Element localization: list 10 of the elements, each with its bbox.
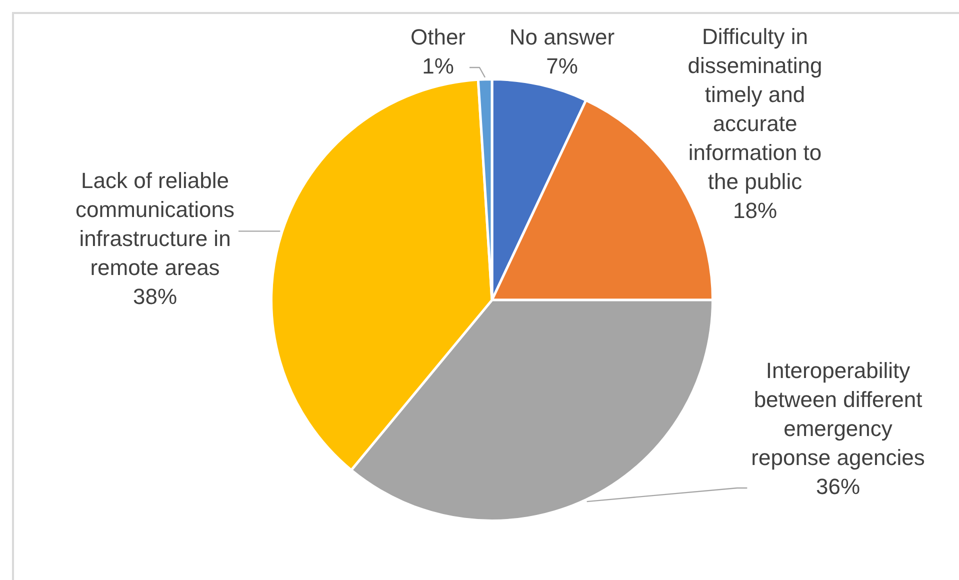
data-label: 38%: [132, 284, 178, 310]
data-label: 7%: [546, 54, 578, 79]
data-label: 36%: [816, 474, 860, 500]
slice-label: No answer: [509, 24, 615, 50]
slice-label: Difficulty in disseminating timely and accurate information to the public: [688, 24, 822, 194]
data-label: 18%: [732, 198, 778, 224]
slice-label: Other: [410, 24, 466, 50]
slice-label: Lack of reliable communications infrastructure in remote areas: [76, 168, 234, 280]
data-label: 1%: [422, 54, 454, 79]
slice-label: Interoperability between different emergency reponse agencies: [751, 358, 925, 470]
